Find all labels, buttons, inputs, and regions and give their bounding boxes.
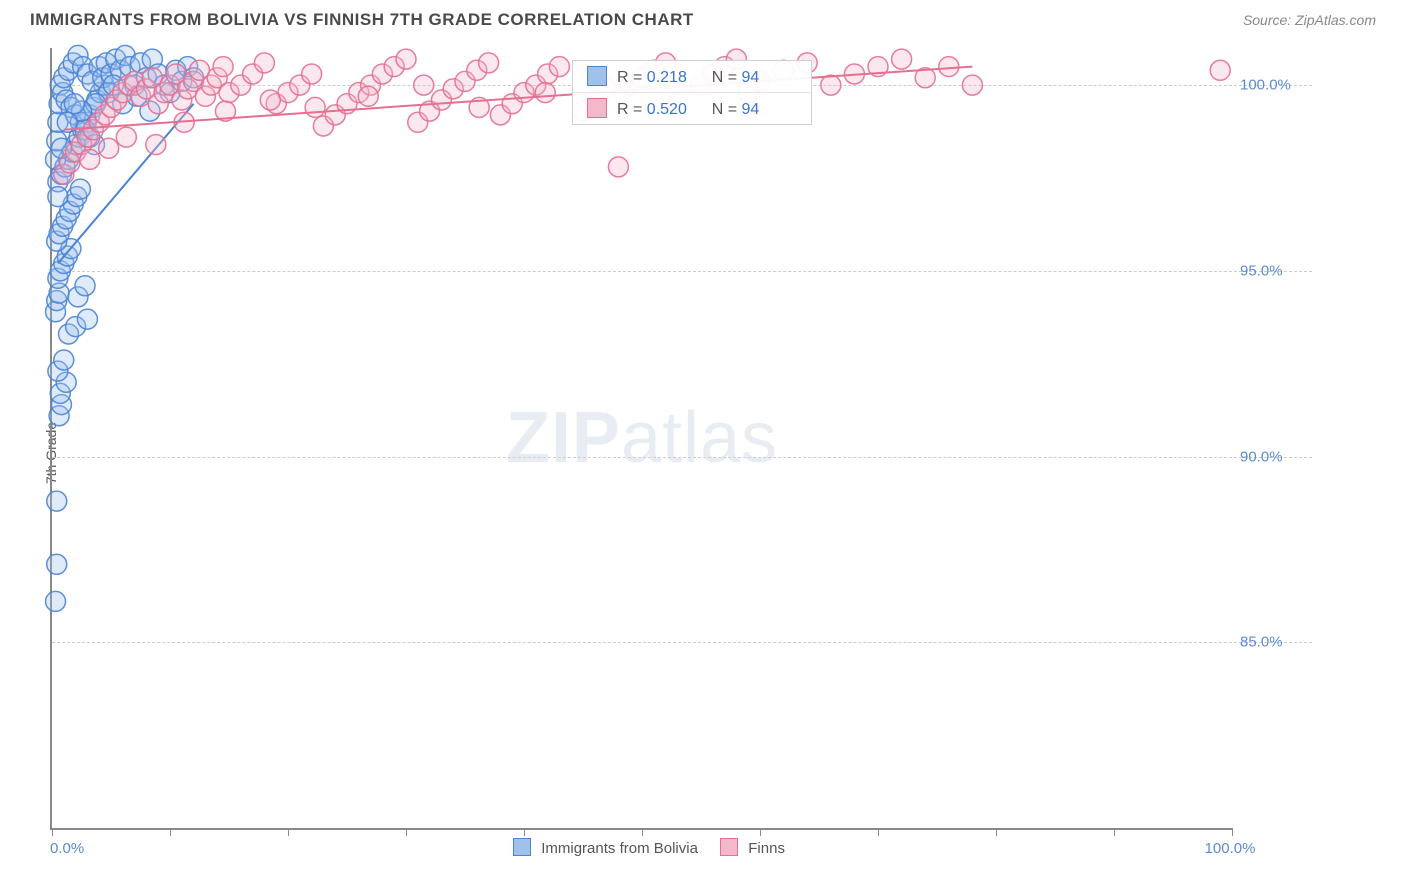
ytick-label: 90.0% [1240,448,1283,465]
data-point [302,64,322,84]
data-point [99,138,119,158]
data-point [54,350,74,370]
legend-n-value: 94 [741,69,797,87]
xtick [996,828,997,836]
data-point [396,49,416,69]
data-point [254,53,274,73]
scatter-svg [52,48,1232,828]
ytick-label: 85.0% [1240,634,1283,651]
xtick [288,828,289,836]
data-point [414,75,434,95]
legend-n-label: N = [712,101,742,118]
data-point [116,127,136,147]
data-point [549,57,569,77]
data-point [47,491,67,511]
data-point [821,75,841,95]
data-point [75,276,95,296]
xtick [52,828,53,836]
data-point [213,57,233,77]
xtick [524,828,525,836]
data-point [64,94,84,114]
xtick [760,828,761,836]
data-point [260,90,280,110]
legend-swatch [587,66,607,86]
legend-row: R = 0.520 N = 94 [573,93,811,124]
data-point [535,83,555,103]
legend-label-bolivia: Immigrants from Bolivia [541,840,698,857]
data-point [892,49,912,69]
xtick [406,828,407,836]
data-point [48,187,68,207]
legend-swatch-bolivia [513,838,531,856]
data-point [146,135,166,155]
source-attribution: Source: ZipAtlas.com [1243,12,1376,28]
legend-swatch-finns [720,838,738,856]
data-point [939,57,959,77]
legend-r-label: R = [617,69,647,86]
ytick-label: 95.0% [1240,262,1283,279]
legend-n-value: 94 [741,101,797,119]
legend-r-label: R = [617,101,647,118]
correlation-legend: R = 0.218 N = 94R = 0.520 N = 94 [572,60,812,125]
legend-r-value: 0.520 [647,101,703,119]
chart-container: 7th Grade ZIPatlas 85.0%90.0%95.0%100.0%… [50,48,1376,858]
xtick [170,828,171,836]
xtick [1114,828,1115,836]
chart-title: IMMIGRANTS FROM BOLIVIA VS FINNISH 7TH G… [30,10,694,30]
data-point [608,157,628,177]
data-point [479,53,499,73]
data-point [1210,60,1230,80]
ytick-label: 100.0% [1240,77,1291,94]
xtick [1232,828,1233,836]
data-point [46,591,66,611]
legend-n-label: N = [712,69,742,86]
xtick [642,828,643,836]
data-point [80,149,100,169]
data-point [962,75,982,95]
data-point [305,97,325,117]
series-legend: Immigrants from Bolivia Finns [50,838,1230,857]
legend-r-value: 0.218 [647,69,703,87]
data-point [70,179,90,199]
legend-row: R = 0.218 N = 94 [573,61,811,93]
data-point [77,309,97,329]
xtick [878,828,879,836]
data-point [47,554,67,574]
legend-swatch [587,98,607,118]
data-point [358,86,378,106]
legend-label-finns: Finns [748,840,785,857]
plot-area: ZIPatlas 85.0%90.0%95.0%100.0% R = 0.218… [50,48,1232,830]
